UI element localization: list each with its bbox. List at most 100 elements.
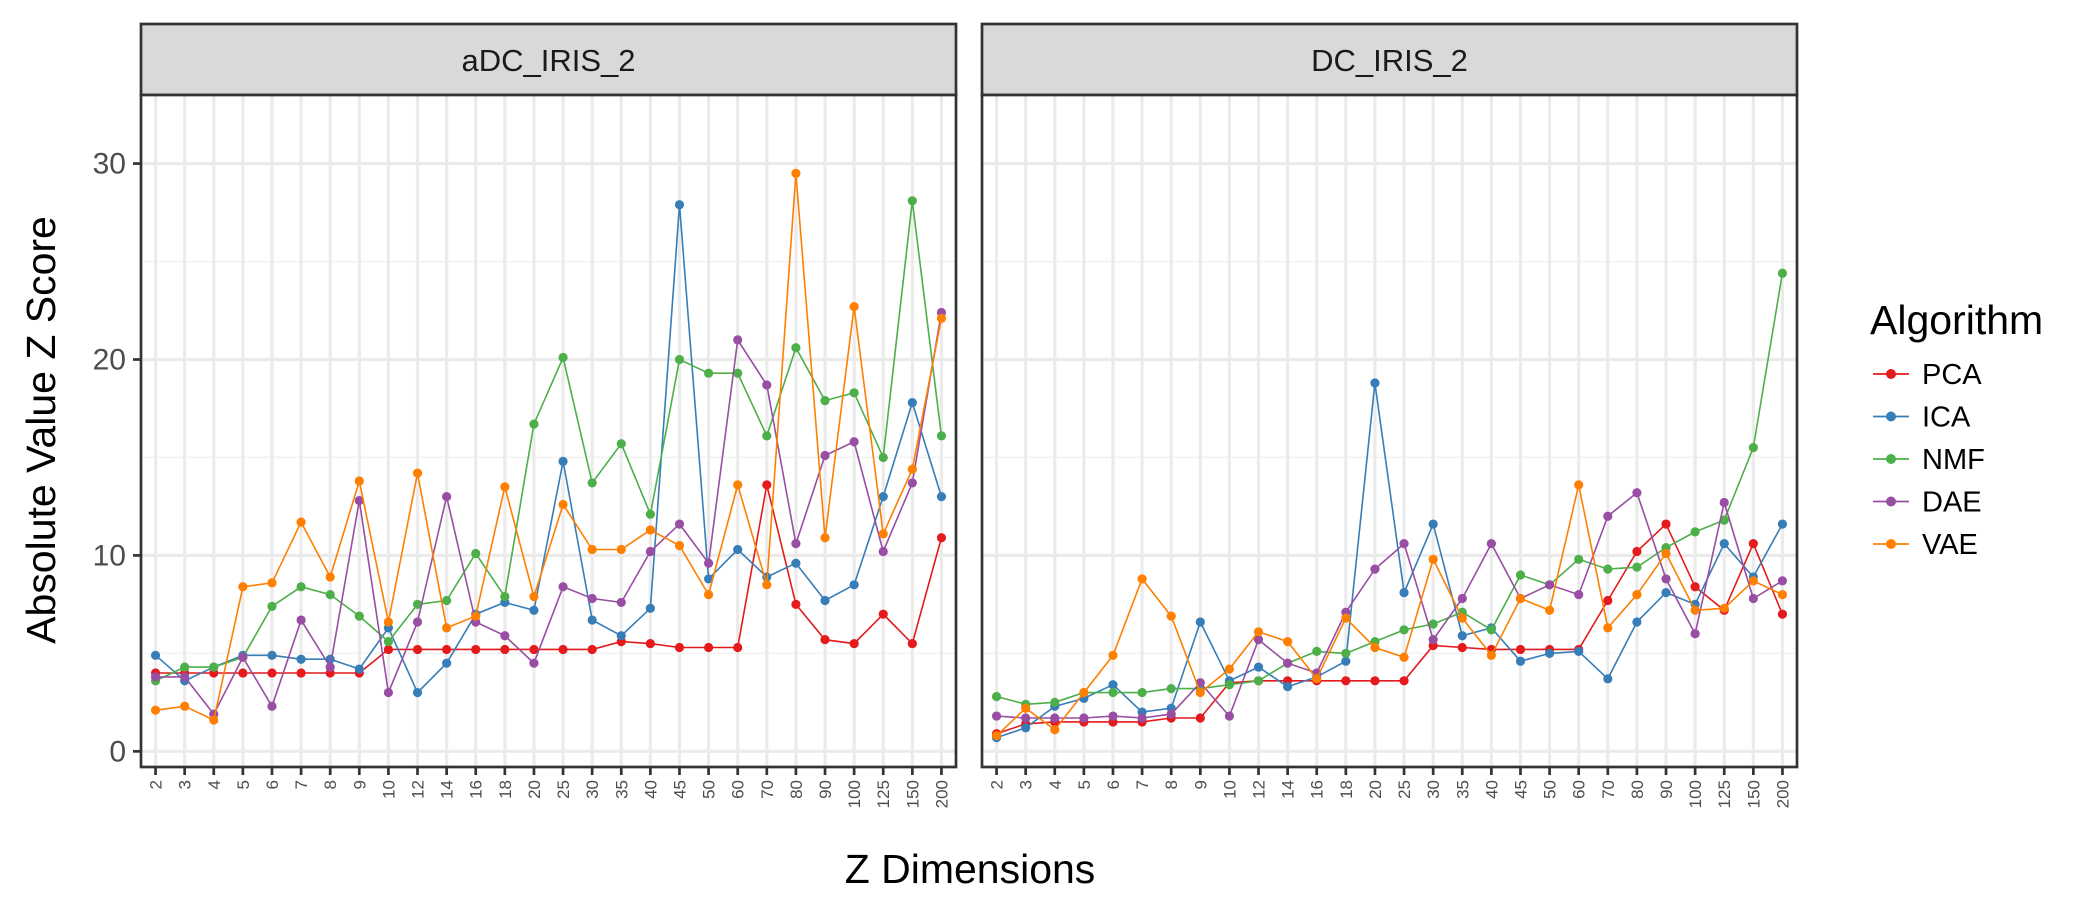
x-tick-label: 60 (1570, 780, 1589, 799)
legend: Algorithm PCA ICA NMF DAE VAE (1870, 297, 2043, 561)
data-point-dae (733, 335, 743, 345)
data-point-vae (529, 591, 539, 602)
data-point-ica (936, 492, 947, 502)
data-point-pca (442, 644, 452, 655)
y-tick-label: 10 (93, 539, 126, 572)
data-point-dae (1748, 593, 1758, 604)
data-point-vae (209, 715, 219, 725)
data-point-dae (150, 672, 161, 682)
data-point-vae (703, 589, 714, 600)
data-point-pca (471, 644, 481, 655)
data-point-nmf (209, 662, 219, 672)
x-tick-label: 10 (379, 780, 398, 799)
data-point-ica (1719, 539, 1729, 549)
data-point-dae (1777, 576, 1788, 586)
data-point-vae (1224, 664, 1235, 674)
data-point-pca (1370, 676, 1380, 686)
x-tick-label: 125 (1715, 780, 1734, 808)
data-point-ica (1283, 682, 1293, 692)
data-point-vae (1457, 613, 1467, 623)
y-axis-title: Absolute Value Z Score (18, 216, 64, 644)
data-point-pca (558, 644, 568, 655)
data-point-nmf (296, 582, 306, 592)
x-tick-label: 45 (671, 780, 690, 799)
x-tick-label: 100 (845, 780, 864, 808)
legend-title: Algorithm (1870, 297, 2043, 343)
data-point-ica (1574, 646, 1584, 657)
x-tick-label: 80 (1628, 780, 1647, 799)
panel-adc-iris-2: aDC_IRIS_22 3 4 5 6 7 8 9 10 12 14 16 18 20 25 30 35 40 45… (93, 22, 958, 808)
data-point-nmf (1137, 687, 1147, 698)
x-tick-label: 5 (234, 780, 253, 789)
data-point-dae (412, 617, 423, 627)
data-point-pca (1399, 676, 1409, 686)
data-point-ica (849, 580, 859, 590)
data-point-nmf (674, 354, 685, 365)
data-point-vae (1486, 650, 1496, 660)
data-point-nmf (587, 478, 597, 488)
data-point-ica (1195, 617, 1205, 627)
series-line-nmf (996, 273, 1784, 706)
x-tick-label: 25 (554, 780, 573, 799)
x-tick-label: 70 (1599, 780, 1618, 799)
legend-item-vae: VAE (1873, 529, 1978, 561)
x-tick-label: 12 (1250, 780, 1269, 799)
data-point-dae (616, 597, 626, 608)
data-point-dae (762, 380, 772, 390)
data-point-pca (296, 668, 306, 678)
data-point-ica (150, 650, 161, 660)
panel-border-adc-iris-2 (139, 93, 958, 769)
data-point-dae (238, 652, 248, 662)
data-point-ica (1399, 588, 1409, 598)
panel-border-dc-iris-2 (980, 93, 1799, 769)
x-tick-label: 40 (641, 780, 660, 799)
x-tick-label: 16 (467, 780, 486, 799)
data-point-vae (820, 533, 830, 543)
panel-strip-adc-iris-2 (139, 22, 958, 97)
legend-label: DAE (1922, 487, 1982, 519)
x-tick-label: 90 (816, 780, 835, 799)
data-point-dae (442, 492, 452, 502)
data-point-pca (1603, 595, 1613, 606)
data-point-nmf (1224, 680, 1235, 690)
data-point-pca (267, 668, 277, 678)
data-point-vae (587, 544, 597, 555)
data-point-pca (1632, 546, 1642, 557)
x-tick-label: 14 (1279, 780, 1298, 799)
data-point-dae (1079, 713, 1089, 723)
x-tick-label: 60 (729, 780, 748, 799)
data-point-vae (558, 499, 568, 510)
data-point-ica (616, 631, 626, 641)
data-point-dae (820, 450, 830, 461)
data-point-dae (1283, 658, 1293, 668)
data-point-nmf (1777, 268, 1788, 278)
y-tick-label: 30 (93, 148, 126, 181)
data-point-vae (1137, 574, 1147, 584)
data-point-pca (820, 635, 830, 645)
x-tick-label: 18 (496, 780, 515, 799)
x-tick-label: 5 (1075, 780, 1094, 789)
series-line-ica (996, 382, 1784, 739)
data-point-vae (616, 544, 626, 555)
data-point-nmf (1719, 515, 1729, 525)
data-point-dae (1050, 713, 1060, 723)
data-point-vae (1574, 480, 1584, 490)
data-point-ica (1632, 617, 1642, 627)
data-point-pca (1515, 644, 1526, 655)
data-point-vae (325, 572, 335, 582)
data-point-nmf (703, 368, 714, 378)
x-tick-label: 4 (1046, 780, 1065, 789)
data-point-ica (1515, 656, 1526, 666)
data-point-pca (791, 599, 801, 609)
x-tick-label: 35 (612, 780, 631, 799)
x-tick-label: 200 (932, 780, 951, 808)
data-point-vae (1021, 703, 1031, 713)
legend-item-ica: ICA (1873, 402, 1971, 434)
data-point-nmf (529, 419, 539, 429)
data-point-dae (1457, 593, 1467, 604)
x-tick-label: 2 (147, 780, 166, 789)
data-point-ica (412, 687, 423, 698)
data-point-ica (1253, 662, 1264, 672)
x-tick-label: 9 (350, 780, 369, 789)
data-point-dae (1253, 635, 1264, 645)
